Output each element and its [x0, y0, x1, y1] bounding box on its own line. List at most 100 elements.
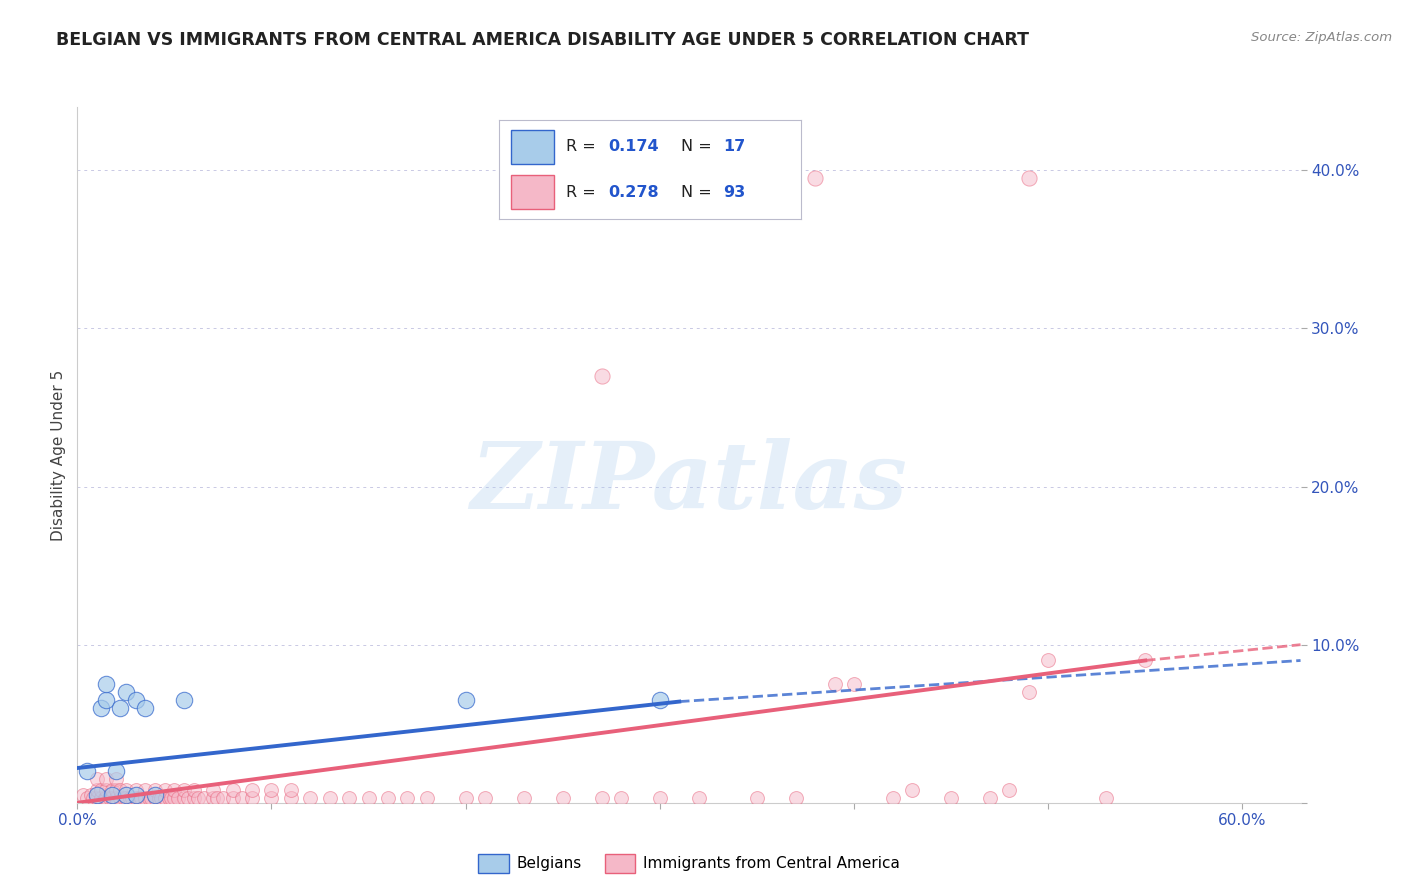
Text: N =: N =	[681, 185, 717, 200]
Point	[610, 791, 633, 805]
Point	[416, 791, 439, 805]
Point	[240, 791, 263, 805]
Text: ZIPatlas: ZIPatlas	[471, 438, 907, 528]
Point	[108, 701, 131, 715]
Point	[124, 693, 146, 707]
Point	[124, 783, 146, 797]
Point	[86, 772, 108, 786]
Point	[148, 791, 170, 805]
Point	[979, 791, 1001, 805]
Point	[134, 791, 156, 805]
Point	[337, 791, 360, 805]
Point	[221, 783, 243, 797]
Point	[202, 783, 225, 797]
Point	[513, 791, 536, 805]
Bar	[512, 176, 554, 209]
Point	[357, 791, 380, 805]
Point	[454, 791, 477, 805]
Point	[396, 791, 419, 805]
Point	[260, 783, 283, 797]
Point	[124, 791, 146, 805]
Point	[1036, 653, 1059, 667]
Point	[96, 791, 118, 805]
Text: 93: 93	[723, 185, 745, 200]
Point	[167, 791, 190, 805]
Point	[842, 677, 865, 691]
Point	[163, 791, 186, 805]
Point	[551, 791, 574, 805]
Point	[98, 791, 121, 805]
Point	[173, 783, 195, 797]
Point	[299, 791, 322, 805]
Point	[105, 791, 128, 805]
Point	[183, 791, 205, 805]
Point	[96, 677, 118, 691]
Point	[115, 783, 138, 797]
Point	[319, 791, 342, 805]
Point	[118, 791, 141, 805]
Point	[138, 791, 160, 805]
Point	[205, 791, 228, 805]
Point	[86, 791, 108, 805]
Point	[1135, 653, 1157, 667]
Point	[153, 783, 176, 797]
Point	[183, 783, 205, 797]
Text: 0.174: 0.174	[607, 139, 658, 154]
Point	[76, 791, 98, 805]
Point	[882, 791, 904, 805]
Point	[72, 788, 94, 802]
Point	[105, 764, 128, 779]
Point	[149, 791, 172, 805]
Point	[591, 791, 613, 805]
Point	[804, 171, 827, 186]
Point	[824, 677, 846, 691]
Text: BELGIAN VS IMMIGRANTS FROM CENTRAL AMERICA DISABILITY AGE UNDER 5 CORRELATION CH: BELGIAN VS IMMIGRANTS FROM CENTRAL AMERI…	[56, 31, 1029, 49]
Point	[901, 783, 924, 797]
Point	[163, 783, 186, 797]
Point	[128, 791, 150, 805]
Text: Source: ZipAtlas.com: Source: ZipAtlas.com	[1251, 31, 1392, 45]
Point	[173, 791, 195, 805]
Point	[280, 783, 302, 797]
Point	[998, 783, 1021, 797]
Point	[101, 791, 124, 805]
Point	[139, 791, 162, 805]
Point	[101, 788, 124, 802]
Point	[96, 693, 118, 707]
Point	[187, 791, 209, 805]
Point	[1095, 791, 1118, 805]
Bar	[512, 130, 554, 163]
Point	[90, 783, 112, 797]
Point	[454, 693, 477, 707]
Point	[93, 791, 115, 805]
Point	[280, 791, 302, 805]
Point	[591, 368, 613, 383]
Point	[377, 791, 399, 805]
Point	[105, 783, 128, 797]
Point	[101, 783, 124, 797]
Point	[221, 791, 243, 805]
Point	[134, 701, 156, 715]
Point	[96, 772, 118, 786]
Point	[193, 791, 215, 805]
Point	[157, 791, 180, 805]
Text: 17: 17	[723, 139, 745, 154]
Point	[108, 791, 131, 805]
Point	[112, 791, 135, 805]
Text: R =: R =	[565, 185, 600, 200]
Point	[1018, 171, 1040, 186]
Point	[231, 791, 253, 805]
Point	[115, 788, 138, 802]
Point	[90, 791, 112, 805]
Point	[939, 791, 962, 805]
Point	[121, 791, 143, 805]
Point	[76, 764, 98, 779]
Point	[260, 791, 283, 805]
Point	[82, 791, 104, 805]
Point	[177, 791, 200, 805]
Point	[785, 791, 807, 805]
Point	[143, 791, 166, 805]
Point	[240, 783, 263, 797]
Point	[143, 783, 166, 797]
Point	[115, 791, 138, 805]
